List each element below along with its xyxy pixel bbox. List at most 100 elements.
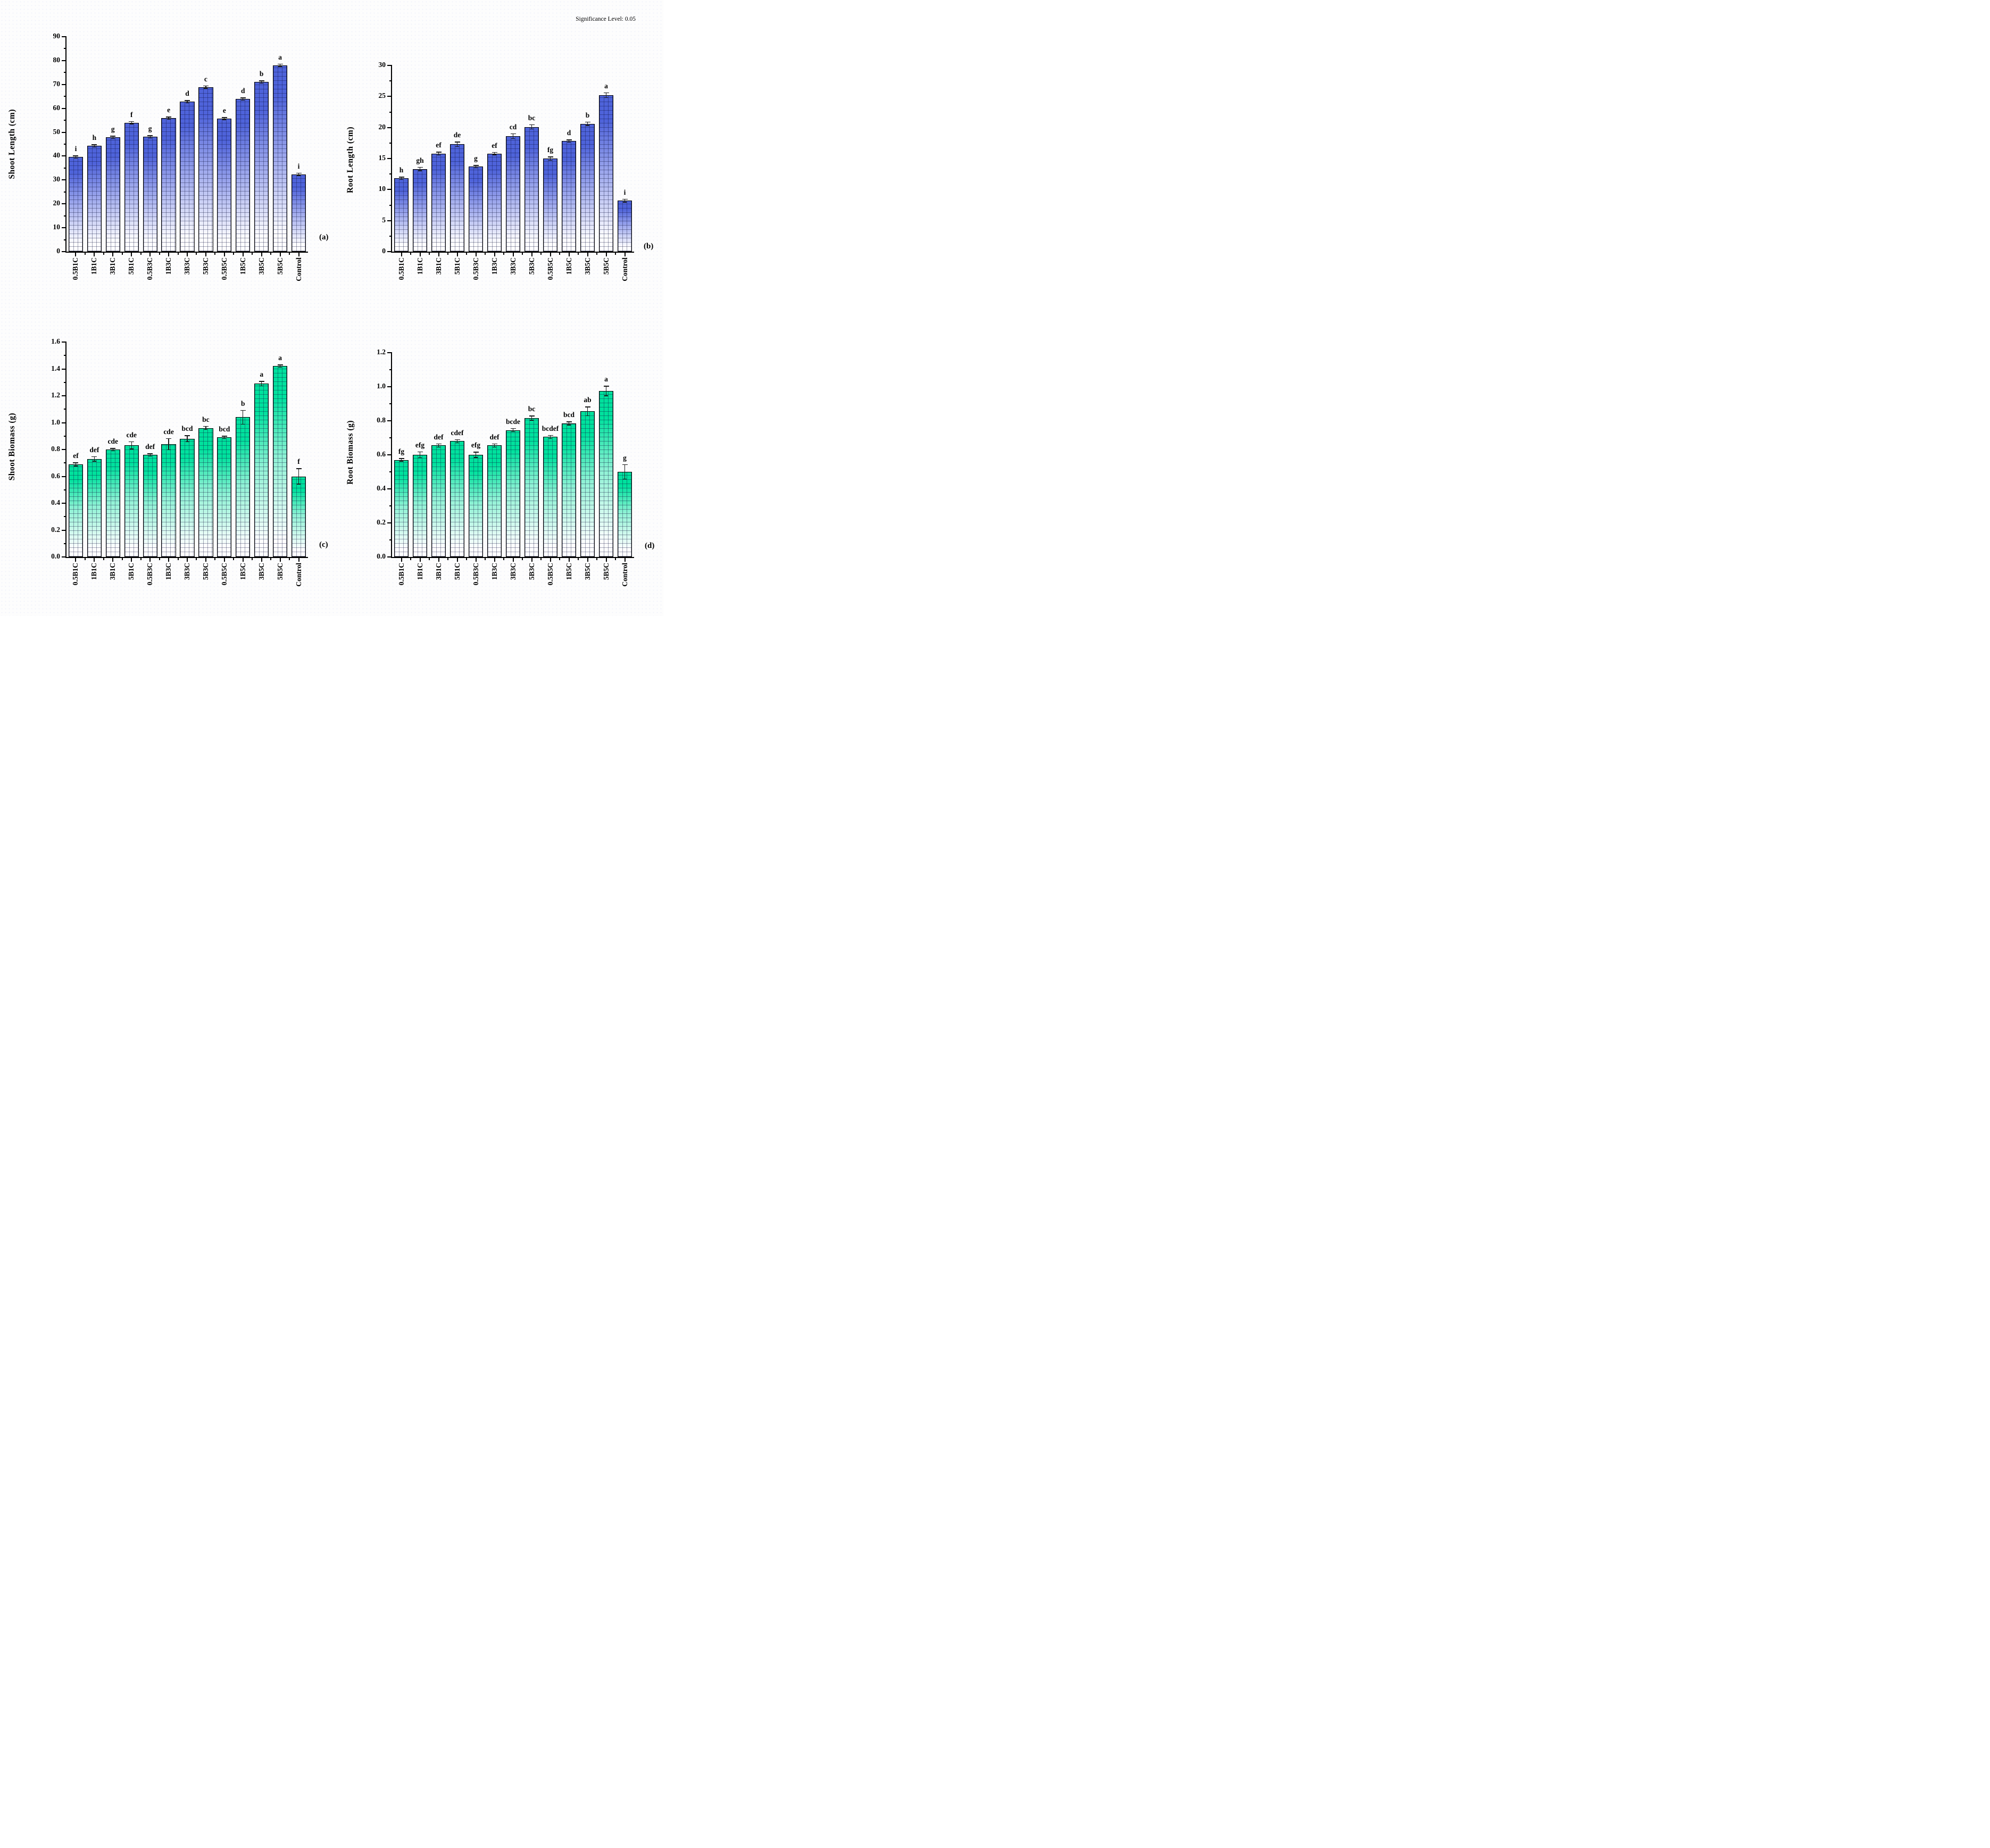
x-major-tick (549, 558, 551, 562)
x-major-tick (475, 253, 477, 256)
x-major-tick (149, 253, 151, 256)
error-bar-bcap (204, 429, 208, 430)
y-axis-title-root-biomass: Root Biomass (g) (346, 420, 355, 485)
significance-letter: i (623, 188, 626, 196)
x-minor-tick (140, 558, 141, 560)
bar-5B1C (124, 445, 139, 557)
error-bar (296, 172, 302, 176)
x-major-tick (531, 558, 532, 562)
error-bar (277, 63, 283, 67)
x-minor-tick (503, 558, 504, 560)
y-tick-label: 0.0 (377, 552, 386, 560)
error-bar (129, 441, 135, 449)
y-major-tick (387, 65, 392, 66)
bar-0.5B3C (143, 455, 157, 557)
y-tick-label: 30 (378, 61, 386, 69)
x-minor-tick (270, 253, 272, 255)
plot-area-shoot-length: 0 10 20 30 40 50 60 70 80 90 i 0.5B1C h 1B1C g 3B1C f 5B1… (53, 32, 308, 281)
x-axis-label-0.5B3C: 0.5B3C (146, 257, 154, 280)
bar-5B5C (272, 366, 288, 557)
bar-3B3C (505, 136, 521, 252)
x-minor-tick (578, 253, 579, 255)
x-minor-tick (596, 253, 597, 255)
x-major-tick (75, 558, 77, 562)
x-major-tick (624, 558, 626, 562)
error-bar-bcap (260, 82, 264, 84)
y-tick-label: 0.2 (51, 525, 60, 534)
plot-area-root-biomass: 0.0 0.2 0.4 0.6 0.8 1.0 1.2 fg 0.5B1C efg 1B1C def 3… (377, 348, 634, 587)
x-major-tick (112, 253, 114, 256)
bar-5B3C (524, 418, 539, 557)
significance-letter: def (434, 432, 444, 441)
x-minor-tick (410, 558, 411, 560)
error-bar (398, 458, 404, 462)
error-bar (436, 443, 442, 448)
error-bar-bcap (278, 66, 282, 67)
bar-3B5C (580, 123, 595, 252)
error-bar-stem (168, 116, 169, 120)
y-minor-tick (63, 167, 66, 169)
error-bar (417, 451, 423, 459)
significance-letter: ab (584, 396, 592, 404)
bar-3B5C (580, 411, 595, 557)
significance-letter: ef (436, 141, 442, 149)
error-bar-bcap (474, 167, 478, 169)
error-bar-bcap (92, 146, 96, 148)
x-major-tick (168, 253, 170, 256)
plot-area-root-length: 0 5 10 15 20 25 30 h 0.5B1C gh 1B1C ef 3B1C de 5B1C g 0.… (379, 61, 634, 281)
x-minor-tick (159, 558, 160, 560)
significance-letter: ef (492, 141, 497, 149)
bar-1B1C (412, 169, 428, 252)
error-bar-bcap (399, 461, 403, 462)
error-bar-bcap (511, 138, 515, 139)
x-axis-label-0.5B5C: 0.5B5C (220, 563, 228, 586)
error-bar-stem (401, 458, 402, 462)
y-major-tick (387, 556, 392, 557)
bar-5B3C (198, 428, 213, 557)
y-axis-title-shoot-length: Shoot Length (cm) (7, 109, 16, 179)
y-tick-label: 10 (378, 185, 386, 193)
significance-letter: c (204, 74, 207, 83)
y-tick-label: 0.4 (377, 484, 386, 492)
x-minor-tick (615, 253, 616, 255)
x-major-tick (131, 558, 132, 562)
x-axis-label-Control: Control (620, 563, 629, 587)
x-axis-label-1B3C: 1B3C (490, 563, 498, 580)
error-bar (185, 100, 190, 104)
error-bar-bcap (586, 125, 589, 126)
x-axis-label-5B5C: 5B5C (276, 563, 284, 580)
significance-letter: h (92, 134, 97, 142)
x-major-tick (568, 558, 570, 562)
error-bar-stem (149, 135, 151, 139)
error-bar-bcap (111, 138, 115, 139)
error-bar-bcap (604, 97, 608, 98)
error-bar-stem (94, 144, 95, 148)
error-bar (240, 410, 246, 425)
bar-5B1C (449, 441, 465, 557)
y-minor-tick (389, 539, 392, 540)
x-minor-tick (84, 558, 86, 560)
significance-letter: i (74, 145, 77, 153)
x-major-tick (112, 558, 114, 562)
x-axis-label-1B5C: 1B5C (564, 563, 573, 580)
error-bar (585, 121, 590, 126)
x-axis-label-0.5B5C: 0.5B5C (546, 563, 554, 586)
error-bar (166, 116, 172, 120)
bar-1B3C (161, 118, 176, 252)
y-major-tick (387, 189, 392, 190)
significance-letter: b (241, 399, 245, 407)
error-bar-bcap (493, 154, 496, 155)
x-major-tick (205, 253, 206, 256)
significance-letter: g (111, 125, 115, 134)
significance-letter: cde (163, 427, 174, 436)
y-major-tick (62, 476, 66, 477)
error-bar-bcap (92, 461, 96, 462)
x-axis-label-3B1C: 3B1C (434, 563, 443, 580)
y-tick-label: 40 (53, 151, 61, 160)
error-bar-bcap (511, 431, 515, 432)
error-bar (566, 139, 572, 143)
significance-letter: d (241, 87, 245, 95)
x-minor-tick (522, 253, 523, 255)
significance-letter: efg (415, 440, 425, 449)
error-bar (585, 406, 590, 417)
